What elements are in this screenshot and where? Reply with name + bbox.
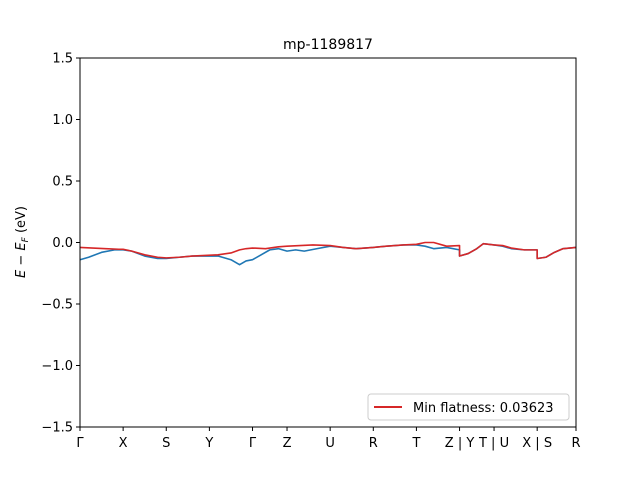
band-lines — [79, 241, 577, 266]
x-tick-label: S — [162, 436, 170, 451]
x-tick-label: R — [571, 436, 580, 451]
x-tick-label: Z | Y — [445, 436, 475, 451]
y-tick-label: 0.0 — [52, 236, 73, 251]
y-tick-label: 1.0 — [52, 113, 73, 128]
chart-title: mp-1189817 — [283, 37, 373, 53]
legend-box — [367, 393, 570, 421]
band-series-line-2 — [79, 241, 577, 260]
plot-frame — [79, 57, 577, 428]
y-axis-ticks: −1.5 −1.0 −0.5 0.0 0.5 1.0 1.5 — [41, 52, 80, 436]
y-tick-label: −0.5 — [41, 298, 73, 313]
x-tick-label: X | S — [522, 436, 552, 451]
legend: Min flatness: 0.03623 — [367, 393, 570, 421]
x-tick-label: Z — [283, 436, 292, 451]
y-tick-label: −1.5 — [41, 421, 73, 436]
y-tick-label: 0.5 — [52, 175, 73, 190]
x-tick-label: X — [119, 436, 128, 451]
x-tick-label: R — [369, 436, 378, 451]
y-axis-label: E − EF (eV) — [14, 206, 31, 278]
x-tick-label: T — [411, 436, 420, 451]
legend-label: Min flatness: 0.03623 — [413, 401, 554, 416]
x-tick-label: Y — [204, 436, 213, 451]
x-tick-label: Γ — [249, 436, 257, 451]
y-tick-label: 1.5 — [52, 52, 73, 67]
y-tick-label: −1.0 — [41, 359, 73, 374]
x-tick-label: Γ — [76, 436, 84, 451]
x-tick-label: T | U — [478, 436, 509, 451]
x-tick-label: U — [325, 436, 335, 451]
